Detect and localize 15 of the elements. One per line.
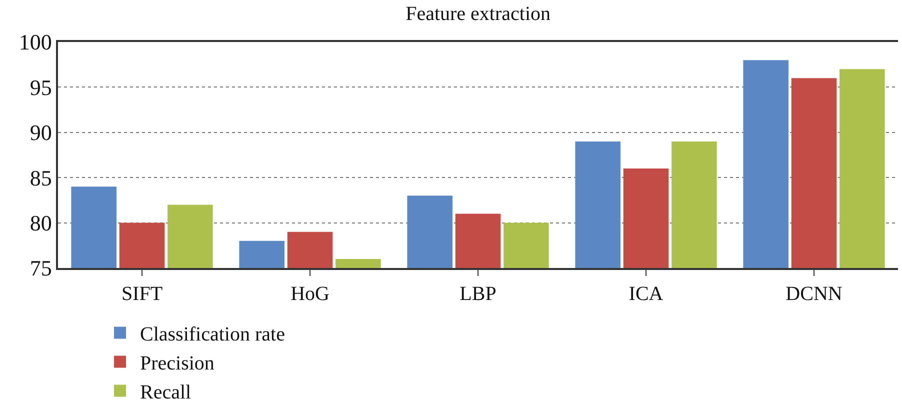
chart-title: Feature extraction — [406, 3, 551, 26]
legend-label: Recall — [140, 382, 192, 404]
legend-label: Precision — [140, 352, 214, 374]
x-tick-label: DCNN — [786, 282, 842, 305]
y-tick-label: 80 — [30, 210, 52, 236]
y-tick-label: 85 — [30, 165, 52, 190]
y-tick-label: 90 — [30, 120, 52, 146]
x-tick-label: ICA — [628, 282, 664, 305]
legend-label: Classification rate — [140, 324, 286, 346]
y-tick-label: 100 — [18, 30, 52, 55]
x-tick-label: SIFT — [121, 282, 163, 305]
y-tick-label: 75 — [30, 256, 52, 281]
x-tick-label: HoG — [290, 282, 330, 305]
x-tick-label: LBP — [460, 282, 496, 305]
y-tick-label: 95 — [30, 74, 52, 100]
